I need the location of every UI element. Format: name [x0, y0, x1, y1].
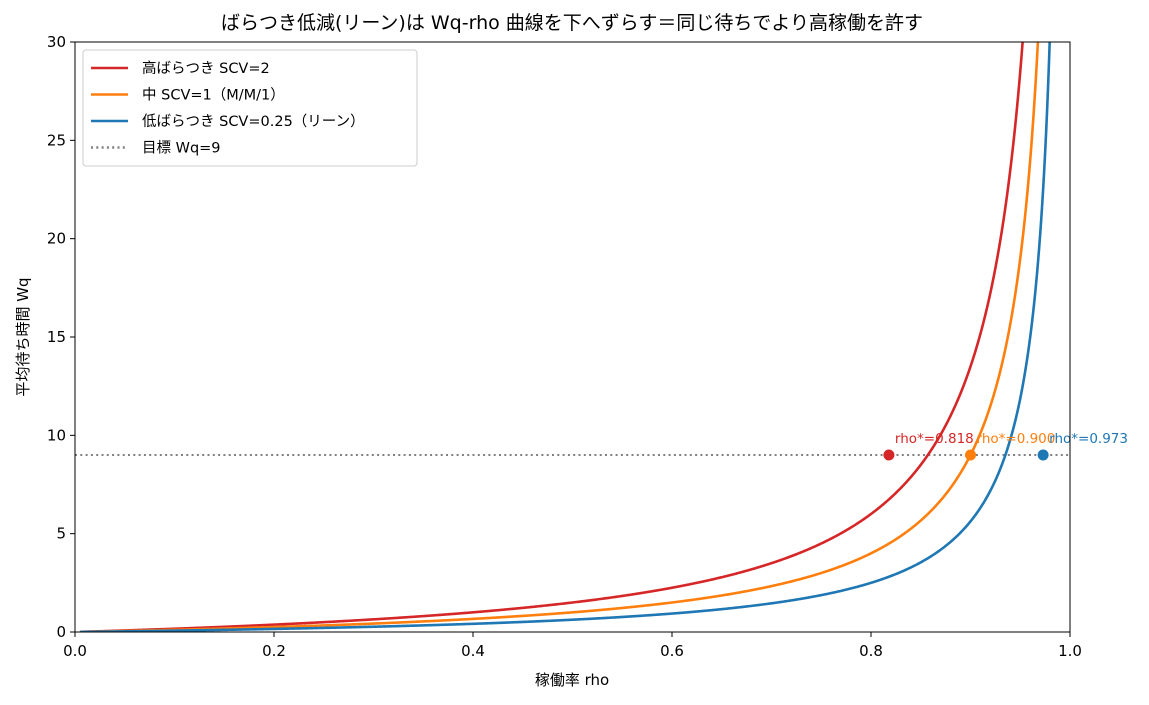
series-line-2 [79, 42, 1051, 632]
series-line-1 [79, 42, 1040, 632]
legend-label-3: 目標 Wq=9 [142, 140, 221, 157]
intersection-point-1 [965, 449, 976, 461]
y-tick-label: 0 [56, 623, 66, 641]
annotation-label-1: rho*=0.900 [977, 431, 1056, 447]
series-line-0 [79, 42, 1024, 632]
y-tick-label: 15 [47, 328, 66, 346]
plot-layer [75, 42, 1070, 632]
y-tick-label: 25 [47, 131, 66, 149]
y-axis-label: 平均待ち時間 Wq [14, 277, 32, 396]
legend-label-0: 高ばらつき SCV=2 [142, 60, 270, 77]
annotation-label-0: rho*=0.818 [895, 431, 974, 447]
y-tick-label: 10 [47, 426, 66, 444]
y-tick-label: 30 [47, 33, 66, 51]
annotation-label-2: rho*=0.973 [1049, 431, 1128, 447]
x-tick-label: 0.4 [461, 642, 485, 660]
legend: 高ばらつき SCV=2 中 SCV=1（M/M/1） 低ばらつき SCV=0.25（… [82, 49, 418, 167]
intersection-point-2 [1037, 449, 1049, 461]
legend-label-1: 中 SCV=1（M/M/1） [142, 87, 285, 104]
y-tick-label: 20 [47, 230, 66, 248]
x-tick-label: 0.0 [63, 642, 87, 660]
intersection-point-0 [883, 449, 895, 461]
x-tick-label: 1.0 [1058, 642, 1082, 660]
x-axis-label: 稼働率 rho [535, 671, 609, 689]
legend-label-2: 低ばらつき SCV=0.25（リーン） [142, 113, 365, 130]
y-tick-label: 5 [56, 525, 66, 543]
legend-box [82, 49, 418, 167]
x-axis: 0.0 0.2 0.4 0.6 0.8 1.0 [63, 632, 1082, 660]
y-axis: 0 5 10 15 20 25 30 [47, 33, 75, 641]
x-tick-label: 0.2 [262, 642, 286, 660]
x-tick-label: 0.6 [660, 642, 684, 660]
chart-title: ばらつき低減(リーン)は Wq-rho 曲線を下へずらす＝同じ待ちでより高稼働を… [221, 12, 923, 34]
x-tick-label: 0.8 [859, 642, 883, 660]
